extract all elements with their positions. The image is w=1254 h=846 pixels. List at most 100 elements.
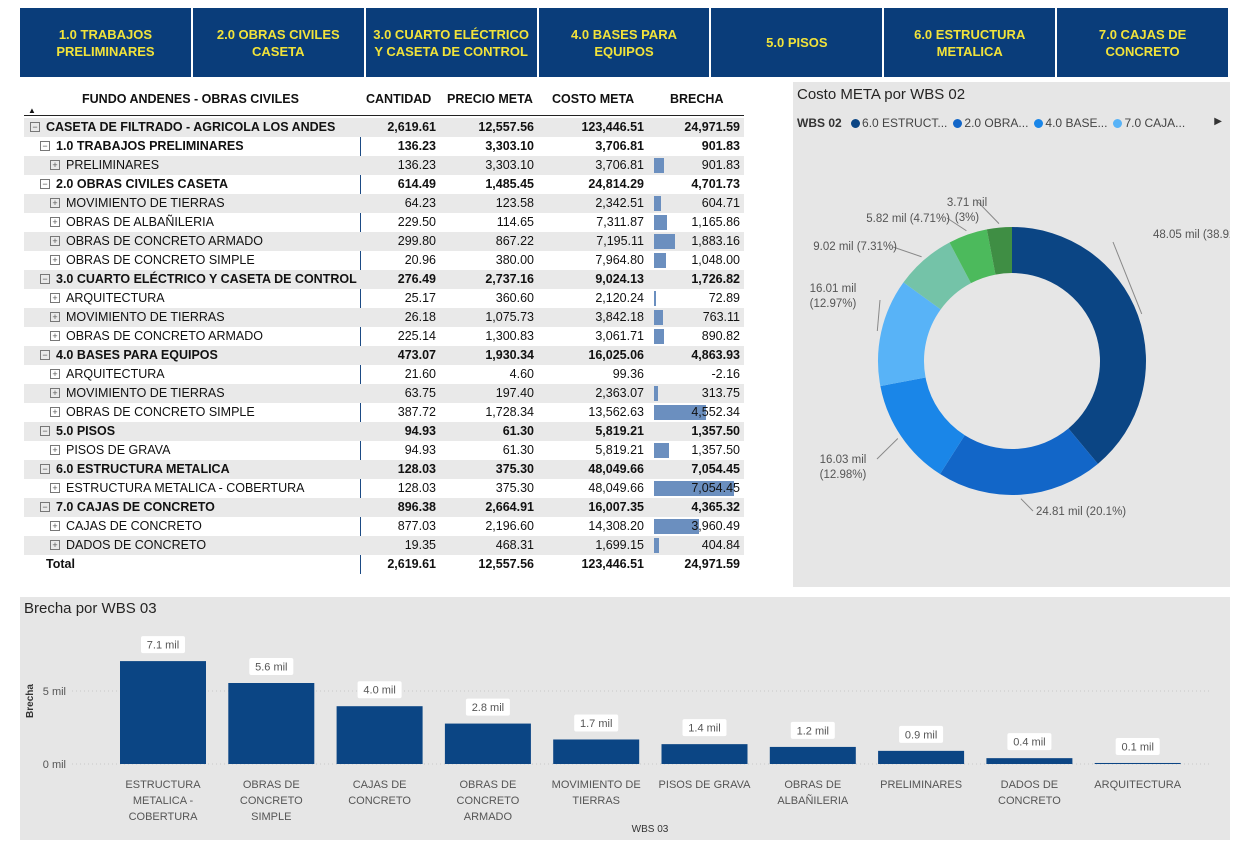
- donut-slice[interactable]: [903, 242, 971, 310]
- table-row[interactable]: −2.0 OBRAS CIVILES CASETA 614.49 1,485.45 2…: [24, 175, 744, 194]
- collapse-icon[interactable]: −: [40, 350, 50, 360]
- bar[interactable]: [228, 683, 315, 764]
- collapse-icon[interactable]: −: [40, 141, 50, 151]
- collapse-icon[interactable]: −: [40, 426, 50, 436]
- table-row[interactable]: + OBRAS DE CONCRETO SIMPLE 387.72 1,728.34 1…: [24, 403, 744, 422]
- table-row[interactable]: −7.0 CAJAS DE CONCRETO 896.38 2,664.91 16,0…: [24, 498, 744, 517]
- nav-obras-civiles-caseta[interactable]: 2.0 OBRAS CIVILES CASETA: [192, 8, 366, 77]
- bar[interactable]: [986, 758, 1073, 764]
- donut-slice[interactable]: [940, 428, 1098, 495]
- bar[interactable]: [553, 739, 640, 764]
- bar[interactable]: [444, 723, 531, 764]
- expand-icon[interactable]: +: [50, 160, 60, 170]
- data-label-box: [1007, 733, 1052, 751]
- donut-slice[interactable]: [1012, 227, 1146, 464]
- expand-icon[interactable]: +: [50, 198, 60, 208]
- table-row[interactable]: + ARQUITECTURA 21.60 4.60 99.36 -2.16: [24, 365, 744, 384]
- legend-item[interactable]: 4.0 BASE...: [1034, 116, 1107, 130]
- row-label: PRELIMINARES: [66, 158, 160, 172]
- y-tick-label: 5 mil: [43, 686, 66, 698]
- table-row[interactable]: + OBRAS DE CONCRETO SIMPLE 20.96 380.00 7,96…: [24, 251, 744, 270]
- header-precio-meta[interactable]: PRECIO META: [447, 92, 533, 106]
- table-row[interactable]: + OBRAS DE ALBAÑILERIA 229.50 114.65 7,311.8…: [24, 213, 744, 232]
- table-row[interactable]: + ESTRUCTURA METALICA - COBERTURA 128.03 37…: [24, 479, 744, 498]
- collapse-icon[interactable]: −: [40, 464, 50, 474]
- table-row[interactable]: + ARQUITECTURA 25.17 360.60 2,120.24 72.89: [24, 289, 744, 308]
- bar[interactable]: [661, 744, 748, 764]
- expand-icon[interactable]: +: [50, 540, 60, 550]
- expand-icon[interactable]: +: [50, 445, 60, 455]
- bar[interactable]: [769, 746, 856, 764]
- bar[interactable]: [336, 706, 423, 764]
- cell-brecha: 404.84: [701, 538, 740, 552]
- table-row[interactable]: + OBRAS DE CONCRETO ARMADO 225.14 1,300.83 3…: [24, 327, 744, 346]
- header-costo-meta[interactable]: COSTO META: [552, 92, 635, 106]
- expand-icon[interactable]: +: [50, 293, 60, 303]
- table-row[interactable]: + CAJAS DE CONCRETO 877.03 2,196.60 14,308.2…: [24, 517, 744, 536]
- table-row[interactable]: + MOVIMIENTO DE TIERRAS 64.23 123.58 2,342.5…: [24, 194, 744, 213]
- table-row[interactable]: + MOVIMIENTO DE TIERRAS 63.75 197.40 2,363.0…: [24, 384, 744, 403]
- bar-chart: 0 mil 5 mil Brecha WBS 03 7.1 mil ESTRUCTURA M…: [25, 636, 1210, 835]
- expand-icon[interactable]: +: [50, 312, 60, 322]
- chevron-right-icon[interactable]: ▶: [1214, 116, 1222, 127]
- table-row[interactable]: + PISOS DE GRAVA 94.93 61.30 5,819.21 1,357.5…: [24, 441, 744, 460]
- collapse-icon[interactable]: −: [30, 122, 40, 132]
- donut-slice[interactable]: [986, 227, 1012, 275]
- cell-costo: 3,706.81: [595, 139, 644, 153]
- sort-arrow-icon[interactable]: ▲: [28, 106, 36, 115]
- legend-item[interactable]: 6.0 ESTRUCT...: [851, 116, 947, 130]
- row-label: PISOS DE GRAVA: [66, 443, 171, 457]
- table-row[interactable]: −6.0 ESTRUCTURA METALICA 128.03 375.30 48,0…: [24, 460, 744, 479]
- table-row[interactable]: −5.0 PISOS 94.93 61.30 5,819.21 1,357.50: [24, 422, 744, 441]
- expand-icon[interactable]: +: [50, 331, 60, 341]
- collapse-icon[interactable]: −: [40, 179, 50, 189]
- table-row[interactable]: − CASETA DE FILTRADO - AGRICOLA LOS ANDES…: [24, 118, 744, 137]
- expand-icon[interactable]: +: [50, 369, 60, 379]
- expand-icon[interactable]: +: [50, 407, 60, 417]
- expand-icon[interactable]: +: [50, 217, 60, 227]
- table-row[interactable]: + PRELIMINARES 136.23 3,303.10 3,706.81 901.8…: [24, 156, 744, 175]
- header-name[interactable]: FUNDO ANDENES - OBRAS CIVILES: [82, 92, 299, 106]
- table-row[interactable]: −1.0 TRABAJOS PRELIMINARES 136.23 3,303.10…: [24, 137, 744, 156]
- expand-icon[interactable]: +: [50, 483, 60, 493]
- bar-data-label: 1.2 mil: [797, 725, 829, 737]
- total-row[interactable]: Total 2,619.61 12,557.56 123,446.51 24,971.5…: [24, 555, 744, 574]
- collapse-icon[interactable]: −: [40, 502, 50, 512]
- donut-slice[interactable]: [878, 282, 941, 387]
- collapse-icon[interactable]: −: [40, 274, 50, 284]
- legend-item[interactable]: 2.0 OBRA...: [953, 116, 1028, 130]
- cell-precio: 12,557.56: [478, 557, 534, 571]
- expand-icon[interactable]: +: [50, 236, 60, 246]
- cell-precio: 4.60: [509, 367, 534, 381]
- header-cantidad[interactable]: CANTIDAD: [366, 92, 432, 106]
- table-row[interactable]: + MOVIMIENTO DE TIERRAS 26.18 1,075.73 3,842…: [24, 308, 744, 327]
- table-row[interactable]: −3.0 CUARTO ELÉCTRICO Y CASETA DE CONTRO…: [24, 270, 744, 289]
- table-row[interactable]: + OBRAS DE CONCRETO ARMADO 299.80 867.22 7,1…: [24, 232, 744, 251]
- bar[interactable]: [878, 750, 965, 764]
- cell-brecha: 3,960.49: [691, 519, 740, 533]
- expand-icon[interactable]: +: [50, 521, 60, 531]
- brecha-data-bar: [654, 215, 668, 230]
- cell-precio: 1,075.73: [485, 310, 534, 324]
- row-label: ESTRUCTURA METALICA - COBERTURA: [66, 481, 305, 495]
- cell-brecha: 24,971.59: [684, 120, 740, 134]
- donut-slice[interactable]: [949, 229, 996, 284]
- expand-icon[interactable]: +: [50, 255, 60, 265]
- donut-slice[interactable]: [880, 377, 965, 475]
- cell-cantidad: 136.23: [397, 158, 436, 172]
- leader-line: [876, 299, 881, 332]
- nav-bases-equipos[interactable]: 4.0 BASES PARA EQUIPOS: [538, 8, 712, 77]
- table-row[interactable]: −4.0 BASES PARA EQUIPOS 473.07 1,930.34 16,…: [24, 346, 744, 365]
- nav-estructura-metalica[interactable]: 6.0 ESTRUCTURA METALICA: [884, 8, 1058, 77]
- nav-cajas-concreto[interactable]: 7.0 CAJAS DE CONCRETO: [1057, 8, 1229, 77]
- nav-cuarto-electrico[interactable]: 3.0 CUARTO ELÉCTRICO Y CASETA DE CONTROL: [365, 8, 539, 77]
- table-row[interactable]: + DADOS DE CONCRETO 19.35 468.31 1,699.15 404…: [24, 536, 744, 555]
- bar[interactable]: [120, 661, 206, 764]
- expand-icon[interactable]: +: [50, 388, 60, 398]
- nav-trabajos-preliminares[interactable]: 1.0 TRABAJOS PRELIMINARES: [20, 8, 193, 77]
- bar[interactable]: [1094, 762, 1181, 764]
- legend-item[interactable]: 7.0 CAJA...: [1113, 116, 1185, 130]
- x-tick-label: MOVIMIENTO DE TIERRAS: [552, 779, 641, 807]
- header-brecha[interactable]: BRECHA: [670, 92, 724, 106]
- nav-pisos[interactable]: 5.0 PISOS: [711, 8, 885, 77]
